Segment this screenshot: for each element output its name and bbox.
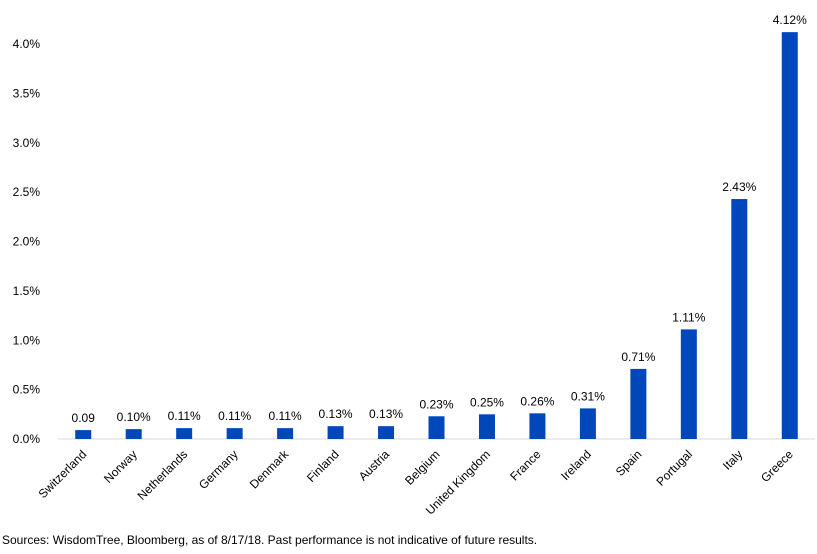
category-label: France xyxy=(507,447,544,484)
category-label: Portugal xyxy=(653,447,695,489)
category-label: Switzerland xyxy=(36,447,90,501)
bar xyxy=(327,426,344,439)
y-axis-ticks: 0.0% 0.5% 1.0% 1.5% 2.0% 2.5% 3.0% 3.5% 4.0% xyxy=(13,37,41,446)
data-label: 0.10% xyxy=(117,410,151,424)
data-label: 1.11% xyxy=(672,310,705,324)
category-label: Belgium xyxy=(402,447,443,488)
bar xyxy=(125,429,142,439)
bar xyxy=(731,199,748,439)
y-tick-label: 3.0% xyxy=(13,136,41,150)
data-label: 0.09 xyxy=(72,411,96,425)
data-label: 0.71% xyxy=(621,350,655,364)
category-label: Ireland xyxy=(558,447,594,483)
category-label: Greece xyxy=(758,447,796,485)
y-tick-label: 1.5% xyxy=(13,284,41,298)
category-label: Spain xyxy=(613,447,645,479)
data-label: 0.23% xyxy=(419,397,453,411)
category-label: Finland xyxy=(304,447,342,485)
data-label: 2.43% xyxy=(722,180,756,194)
y-tick-label: 0.5% xyxy=(13,383,41,397)
bar xyxy=(378,426,395,439)
y-tick-label: 1.0% xyxy=(13,333,41,347)
data-label: 0.11% xyxy=(269,409,302,423)
category-label: Austria xyxy=(356,447,393,484)
bar xyxy=(529,413,546,439)
y-tick-label: 2.5% xyxy=(13,185,41,199)
bar xyxy=(75,430,92,439)
bars-group xyxy=(75,32,798,440)
bar xyxy=(226,428,243,439)
data-labels-group: 0.09 0.10% 0.11% 0.11% 0.11% 0.13% 0.13% 0.23% 0… xyxy=(72,13,808,425)
y-tick-label: 3.5% xyxy=(13,86,41,100)
bar xyxy=(680,329,697,439)
data-label: 4.12% xyxy=(773,13,807,27)
data-label: 0.13% xyxy=(369,407,403,421)
data-label: 0.25% xyxy=(470,395,504,409)
bar xyxy=(428,416,445,439)
bar xyxy=(277,428,294,439)
bar xyxy=(781,32,798,440)
data-label: 0.26% xyxy=(520,394,554,408)
bar xyxy=(176,428,193,439)
data-label: 0.13% xyxy=(319,407,353,421)
y-tick-label: 4.0% xyxy=(13,37,41,51)
category-label: Norway xyxy=(101,447,140,486)
source-note: Sources: WisdomTree, Bloomberg, as of 8/… xyxy=(2,533,538,547)
y-tick-label: 2.0% xyxy=(13,235,41,249)
bar xyxy=(579,408,596,439)
category-label: Denmark xyxy=(247,447,292,492)
y-tick-label: 0.0% xyxy=(13,432,41,446)
category-label: Italy xyxy=(720,447,745,472)
category-label: Netherlands xyxy=(135,447,191,503)
data-label: 0.11% xyxy=(168,409,201,423)
bar xyxy=(478,414,495,439)
category-label: Germany xyxy=(196,447,241,492)
bar xyxy=(630,368,647,439)
data-label: 0.11% xyxy=(218,409,251,423)
data-label: 0.31% xyxy=(571,389,605,403)
bar-chart: 0.0% 0.5% 1.0% 1.5% 2.0% 2.5% 3.0% 3.5% 4.0% 0.0… xyxy=(13,13,815,518)
